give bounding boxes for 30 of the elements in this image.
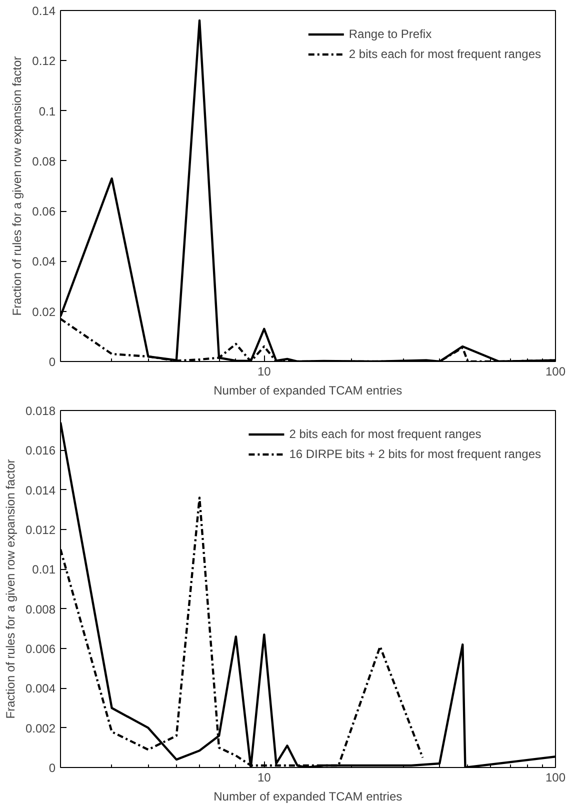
y-tick-label: 0.01 bbox=[32, 562, 56, 577]
legend-label: 2 bits each for most frequent ranges bbox=[348, 47, 541, 61]
y-tick-label: 0.14 bbox=[32, 4, 56, 18]
y-tick-label: 0.012 bbox=[25, 523, 56, 537]
y-tick-label: 0 bbox=[48, 761, 56, 775]
y-tick-label: 0.06 bbox=[32, 204, 56, 219]
y-tick-label: 0.008 bbox=[25, 602, 56, 616]
y-tick-label: 0.12 bbox=[32, 54, 56, 68]
y-tick-label: 0.018 bbox=[25, 404, 56, 418]
y-tick-label: 0.002 bbox=[25, 721, 56, 736]
y-tick-label: 0.016 bbox=[25, 444, 56, 458]
y-tick-label: 0.08 bbox=[32, 154, 56, 168]
legend-label: 2 bits each for most frequent ranges bbox=[289, 427, 482, 441]
y-tick-label: 0.1 bbox=[38, 104, 56, 118]
y-tick-label: 0.02 bbox=[32, 304, 56, 319]
x-tick-label: 100 bbox=[545, 770, 566, 784]
y-axis-title: Fraction of rules for a given row expansion factor bbox=[3, 459, 18, 719]
x-axis-title: Number of expanded TCAM entries bbox=[214, 790, 402, 804]
legend-label: 16 DIRPE bits + 2 bits for most frequent ranges bbox=[289, 447, 541, 461]
y-tick-label: 0 bbox=[48, 355, 56, 369]
y-tick-label: 0.004 bbox=[25, 682, 56, 696]
x-tick-label: 100 bbox=[545, 364, 566, 378]
y-tick-label: 0.014 bbox=[25, 483, 56, 498]
y-tick-label: 0.006 bbox=[25, 642, 56, 656]
y-axis-title: Fraction of rules for a given row expansion factor bbox=[10, 56, 24, 316]
x-axis-title: Number of expanded TCAM entries bbox=[214, 384, 402, 398]
x-tick-label: 10 bbox=[257, 364, 272, 378]
legend-label: Range to Prefix bbox=[348, 27, 432, 41]
y-tick-label: 0.04 bbox=[32, 254, 56, 269]
x-tick-label: 10 bbox=[257, 770, 272, 784]
